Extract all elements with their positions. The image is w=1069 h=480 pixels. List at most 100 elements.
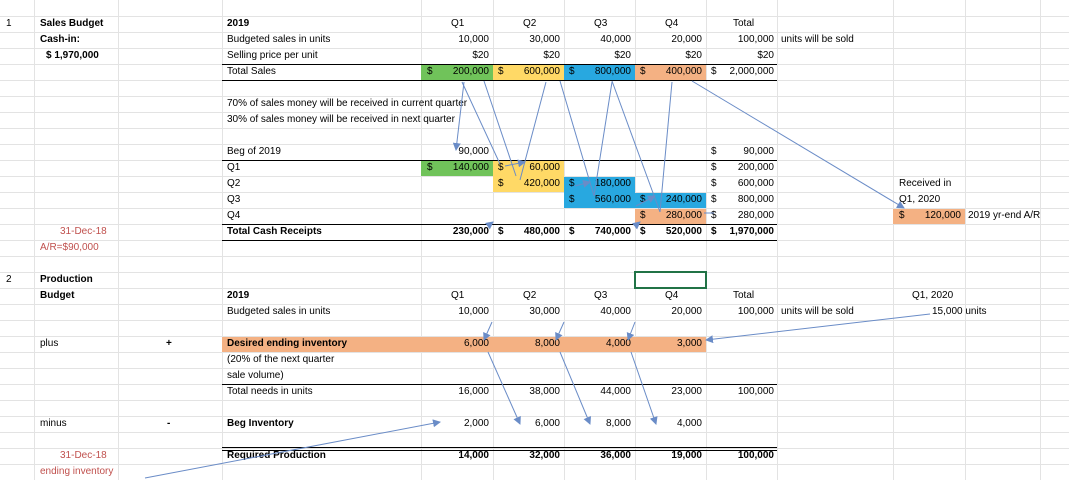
sales-q4-header[interactable]: Q4 [665, 18, 679, 29]
cash-q2-total[interactable]: 600,000 [737, 178, 774, 189]
cash-q3-total[interactable]: 800,000 [737, 194, 774, 205]
prod-q1-header[interactable]: Q1 [451, 290, 465, 301]
total-sales-q4[interactable]: 400,000 [665, 66, 702, 77]
cash-q3-q4[interactable]: 240,000 [665, 194, 702, 205]
needs-q1[interactable]: 16,000 [458, 386, 489, 397]
sec1-dec18-label[interactable]: 31-Dec-18 [60, 226, 107, 237]
selected-cell[interactable] [634, 271, 707, 289]
cash-q2-q3[interactable]: 180,000 [594, 178, 631, 189]
beg-inv-q1[interactable]: 2,000 [463, 418, 489, 429]
production-title-1[interactable]: Production [40, 274, 93, 285]
cash-in-label[interactable]: Cash-in: [40, 34, 80, 45]
price-label[interactable]: Selling price per unit [227, 50, 318, 61]
cash-q4-label[interactable]: Q4 [227, 210, 241, 221]
collection-note-2[interactable]: 30% of sales money will be received in n… [227, 114, 455, 125]
beg-inv-q2[interactable]: 6,000 [534, 418, 560, 429]
sales-units-label[interactable]: Budgeted sales in units [227, 34, 331, 45]
req-q2[interactable]: 32,000 [529, 450, 560, 461]
sales-q2-header[interactable]: Q2 [523, 18, 537, 29]
beg-2019-value[interactable]: 90,000 [458, 146, 489, 157]
price-q1[interactable]: $20 [472, 50, 489, 61]
req-total[interactable]: 100,000 [737, 450, 774, 461]
desired-q2[interactable]: 8,000 [534, 338, 560, 349]
cash-q3-label[interactable]: Q3 [227, 194, 241, 205]
beg-total[interactable]: 90,000 [743, 146, 774, 157]
prod-units-label[interactable]: Budgeted sales in units [227, 306, 331, 317]
prod-year[interactable]: 2019 [227, 290, 250, 301]
price-q4[interactable]: $20 [685, 50, 702, 61]
cash-q1-total[interactable]: 200,000 [737, 162, 774, 173]
ar-value[interactable]: 120,000 [924, 210, 961, 221]
cash-q4-q4[interactable]: 280,000 [665, 210, 702, 221]
desired-q1[interactable]: 6,000 [463, 338, 489, 349]
desired-note-1[interactable]: (20% of the next quarter [227, 354, 335, 365]
desired-note-2[interactable]: sale volume) [227, 370, 284, 381]
prod-units-q2[interactable]: 30,000 [529, 306, 560, 317]
desired-inventory-label[interactable]: Desired ending inventory [227, 338, 348, 349]
sec2-ending-inventory-label[interactable]: ending inventory [40, 466, 114, 477]
production-title-2[interactable]: Budget [40, 290, 75, 301]
total-sales-total[interactable]: 2,000,000 [729, 66, 775, 77]
sales-total-header[interactable]: Total [733, 18, 755, 29]
desired-q3[interactable]: 4,000 [605, 338, 631, 349]
req-q3[interactable]: 36,000 [600, 450, 631, 461]
req-q4[interactable]: 19,000 [671, 450, 702, 461]
sec2-dec18-label[interactable]: 31-Dec-18 [60, 450, 107, 461]
plus-sign[interactable]: + [166, 338, 172, 349]
total-receipts-q2[interactable]: 480,000 [523, 226, 560, 237]
sales-units-q3[interactable]: 40,000 [600, 34, 631, 45]
total-receipts-q3[interactable]: 740,000 [594, 226, 631, 237]
total-receipts-q4[interactable]: 520,000 [665, 226, 702, 237]
total-sales-label[interactable]: Total Sales [227, 66, 276, 77]
cash-in-amount[interactable]: $ 1,970,000 [46, 50, 99, 61]
sales-units-total[interactable]: 100,000 [737, 34, 774, 45]
prod-total-header[interactable]: Total [733, 290, 755, 301]
prod-q2-header[interactable]: Q2 [523, 290, 537, 301]
price-q2[interactable]: $20 [543, 50, 560, 61]
price-total[interactable]: $20 [757, 50, 774, 61]
total-cash-receipts-label[interactable]: Total Cash Receipts [227, 226, 322, 237]
total-sales-q1[interactable]: 200,000 [452, 66, 489, 77]
needs-q4[interactable]: 23,000 [671, 386, 702, 397]
total-sales-q2[interactable]: 600,000 [523, 66, 560, 77]
sales-q3-header[interactable]: Q3 [594, 18, 608, 29]
total-needs-label[interactable]: Total needs in units [227, 386, 313, 397]
needs-q3[interactable]: 44,000 [600, 386, 631, 397]
minus-label[interactable]: minus [40, 418, 67, 429]
beg-2019-label[interactable]: Beg of 2019 [227, 146, 281, 157]
prod-q4-header[interactable]: Q4 [665, 290, 679, 301]
plus-label[interactable]: plus [40, 338, 59, 349]
beg-inv-q3[interactable]: 8,000 [605, 418, 631, 429]
prod-units-total[interactable]: 100,000 [737, 306, 774, 317]
price-q3[interactable]: $20 [614, 50, 631, 61]
minus-sign[interactable]: - [167, 418, 171, 429]
prod-units-note[interactable]: units will be sold [781, 306, 854, 317]
sec1-ar-2018-label[interactable]: A/R=$90,000 [40, 242, 99, 253]
sales-year[interactable]: 2019 [227, 18, 250, 29]
prod-units-q4[interactable]: 20,000 [671, 306, 702, 317]
received-q1-2020[interactable]: Q1, 2020 [899, 194, 941, 205]
received-in-label[interactable]: Received in [899, 178, 952, 189]
cash-q3-q3[interactable]: 560,000 [594, 194, 631, 205]
cash-q4-total[interactable]: 280,000 [737, 210, 774, 221]
needs-q2[interactable]: 38,000 [529, 386, 560, 397]
sales-units-q4[interactable]: 20,000 [671, 34, 702, 45]
total-receipts-total[interactable]: 1,970,000 [729, 226, 775, 237]
beg-inventory-label[interactable]: Beg Inventory [227, 418, 294, 429]
ar-note[interactable]: 2019 yr-end A/R [968, 210, 1041, 221]
prod-next-q-label[interactable]: Q1, 2020 [912, 290, 954, 301]
sales-budget-title[interactable]: Sales Budget [40, 18, 104, 29]
needs-total[interactable]: 100,000 [737, 386, 774, 397]
total-receipts-q1[interactable]: 230,000 [452, 226, 489, 237]
prod-next-q-units[interactable]: 15,000 units [932, 306, 987, 317]
sales-q1-header[interactable]: Q1 [451, 18, 465, 29]
sales-units-q2[interactable]: 30,000 [529, 34, 560, 45]
cash-q2-label[interactable]: Q2 [227, 178, 241, 189]
desired-q4[interactable]: 3,000 [676, 338, 702, 349]
sales-units-note[interactable]: units will be sold [781, 34, 854, 45]
req-q1[interactable]: 14,000 [458, 450, 489, 461]
cash-q1-q2[interactable]: 60,000 [529, 162, 560, 173]
total-sales-q3[interactable]: 800,000 [594, 66, 631, 77]
required-production-label[interactable]: Required Production [227, 450, 326, 461]
